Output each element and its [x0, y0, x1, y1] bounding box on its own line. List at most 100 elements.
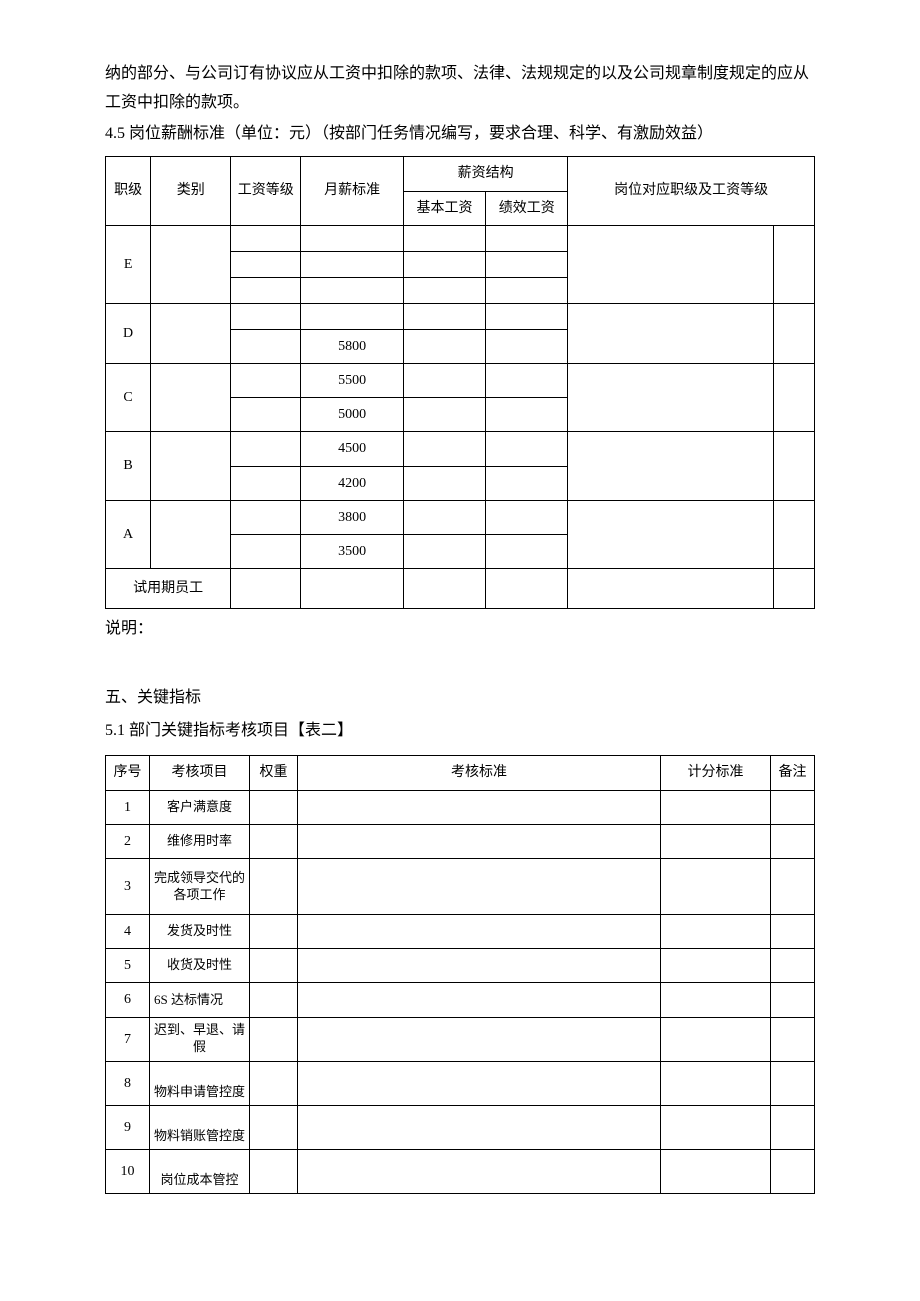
- cell-item: 收货及时性: [150, 949, 250, 983]
- salary-standard-table: 职级 类别 工资等级 月薪标准 薪资结构 岗位对应职级及工资等级 基本工资 绩效…: [105, 156, 815, 609]
- level-E: E: [106, 225, 151, 303]
- cell: [771, 1061, 815, 1105]
- cell: [250, 790, 298, 824]
- cell: [298, 949, 661, 983]
- cell: [568, 225, 774, 303]
- table-row: 2 维修用时率: [106, 824, 815, 858]
- cell: [151, 363, 231, 431]
- cell-no: 8: [106, 1061, 150, 1105]
- cell: [771, 1105, 815, 1149]
- cell: [301, 303, 404, 329]
- table-row: 4 发货及时性: [106, 915, 815, 949]
- cell: [661, 790, 771, 824]
- cell: [773, 500, 814, 568]
- cell: [301, 569, 404, 609]
- cell: [568, 432, 774, 500]
- cell-item: 客户满意度: [150, 790, 250, 824]
- salary-C2: 5000: [301, 398, 404, 432]
- cell: [661, 824, 771, 858]
- th-level: 职级: [106, 157, 151, 225]
- cell-item: 物料销账管控度: [150, 1105, 250, 1149]
- cell: [661, 949, 771, 983]
- cell: [151, 500, 231, 568]
- th-item: 考核项目: [150, 756, 250, 790]
- cell-item: 完成领导交代的各项工作: [150, 859, 250, 915]
- table-row: 5 收货及时性: [106, 949, 815, 983]
- cell: [298, 1061, 661, 1105]
- cell: [298, 1105, 661, 1149]
- cell: [250, 1105, 298, 1149]
- cell: [403, 225, 485, 251]
- cell: [298, 1017, 661, 1061]
- cell: [301, 251, 404, 277]
- cell: [151, 225, 231, 303]
- cell: [250, 859, 298, 915]
- cell: [250, 1149, 298, 1193]
- cell: [771, 790, 815, 824]
- cell: [403, 500, 485, 534]
- cell: [231, 277, 301, 303]
- cell: [231, 303, 301, 329]
- table-row: 10 岗位成本管控: [106, 1149, 815, 1193]
- cell-no: 6: [106, 983, 150, 1017]
- cell: [771, 1149, 815, 1193]
- cell-no: 1: [106, 790, 150, 824]
- table-row: 3 完成领导交代的各项工作: [106, 859, 815, 915]
- cell: [486, 432, 568, 466]
- cell-no: 7: [106, 1017, 150, 1061]
- cell: [771, 915, 815, 949]
- cell: [568, 363, 774, 431]
- level-B: B: [106, 432, 151, 500]
- cell: [250, 1017, 298, 1061]
- cell: [771, 983, 815, 1017]
- cell: [231, 363, 301, 397]
- th-standard: 考核标准: [298, 756, 661, 790]
- cell: [773, 432, 814, 500]
- cell: [773, 303, 814, 363]
- level-C: C: [106, 363, 151, 431]
- cell-no: 9: [106, 1105, 150, 1149]
- cell: [486, 398, 568, 432]
- cell-item: 维修用时率: [150, 824, 250, 858]
- cell: [250, 983, 298, 1017]
- cell: [661, 859, 771, 915]
- table-row: 8 物料申请管控度: [106, 1061, 815, 1105]
- th-base: 基本工资: [403, 191, 485, 225]
- cell: [486, 251, 568, 277]
- table-row: 1 客户满意度: [106, 790, 815, 824]
- table-row: 9 物料销账管控度: [106, 1105, 815, 1149]
- section-5-title: 五、关键指标: [105, 684, 815, 713]
- th-monthly: 月薪标准: [301, 157, 404, 225]
- cell: [151, 432, 231, 500]
- cell: [231, 432, 301, 466]
- cell: [568, 303, 774, 363]
- th-no: 序号: [106, 756, 150, 790]
- cell: [486, 466, 568, 500]
- cell: [250, 1061, 298, 1105]
- cell: [661, 1105, 771, 1149]
- cell: [250, 949, 298, 983]
- cell: [661, 915, 771, 949]
- cell: [771, 949, 815, 983]
- cell: [486, 225, 568, 251]
- th-scoring: 计分标准: [661, 756, 771, 790]
- th-mapping: 岗位对应职级及工资等级: [568, 157, 815, 225]
- th-perf: 绩效工资: [486, 191, 568, 225]
- cell-no: 4: [106, 915, 150, 949]
- cell: [771, 859, 815, 915]
- cell-no: 10: [106, 1149, 150, 1193]
- cell: [403, 277, 485, 303]
- th-remark: 备注: [771, 756, 815, 790]
- kpi-table: 序号 考核项目 权重 考核标准 计分标准 备注 1 客户满意度 2 维修用时率 …: [105, 755, 815, 1193]
- cell: [298, 915, 661, 949]
- cell: [403, 398, 485, 432]
- cell: [403, 251, 485, 277]
- level-D: D: [106, 303, 151, 363]
- cell: [771, 1017, 815, 1061]
- cell: [250, 915, 298, 949]
- salary-B1: 4500: [301, 432, 404, 466]
- cell: [403, 432, 485, 466]
- salary-B2: 4200: [301, 466, 404, 500]
- section-4-5-title: 4.5 岗位薪酬标准（单位：元）（按部门任务情况编写，要求合理、科学、有激励效益…: [105, 120, 815, 149]
- th-structure: 薪资结构: [403, 157, 567, 191]
